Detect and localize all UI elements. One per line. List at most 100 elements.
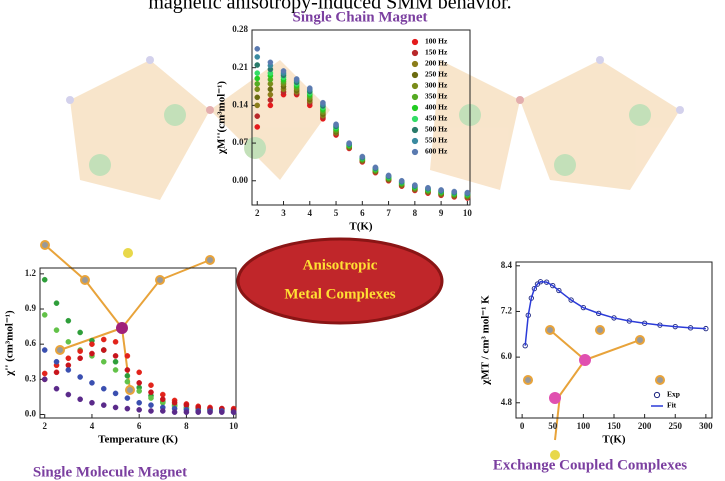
data-point [125,373,130,378]
x-tick-label: 6 [137,421,142,431]
y-tick-label: 0.6 [25,338,37,348]
x-tick-label: 2 [42,421,47,431]
y-tick-label: 4.8 [501,397,513,407]
data-point [42,347,47,352]
data-point [54,301,59,306]
data-point [125,353,130,358]
data-point [255,124,260,129]
data-point [125,406,130,411]
data-point [281,68,286,73]
data-point [113,367,118,372]
data-point [465,190,470,195]
y-tick-label: 0.28 [232,24,248,34]
legend-swatch [412,105,417,110]
legend-swatch [412,149,417,154]
y-tick-label: 0.00 [232,175,248,185]
data-point [137,380,142,385]
legend-swatch [412,116,417,121]
data-point [231,410,236,415]
y-axis-label: χMT / cm³ mol⁻¹ K [480,295,492,386]
data-point [89,400,94,405]
legend-swatch [412,94,417,99]
x-tick-label: 5 [334,208,339,218]
fit-line [525,282,706,346]
legend-swatch [412,72,417,77]
badge-line: Metal Complexes [284,286,395,302]
data-point [148,390,153,395]
y-tick-label: 8.4 [501,260,513,270]
data-point [196,410,201,415]
legend-label: 400 Hz [425,103,448,112]
legend-label: 200 Hz [425,59,448,68]
data-point [89,351,94,356]
x-tick-label: 9 [439,208,444,218]
plot-frame [516,262,712,418]
data-point [113,353,118,358]
y-tick-label: 7.2 [501,306,513,316]
data-point [148,383,153,388]
legend-label: 150 Hz [425,48,448,57]
data-point [268,92,273,97]
x-tick-label: 150 [607,421,621,431]
data-point [148,403,153,408]
data-point [137,400,142,405]
data-point [268,87,273,92]
data-point [42,371,47,376]
x-tick-label: 8 [184,421,189,431]
data-point [219,410,224,415]
y-tick-label: 0.0 [25,409,37,419]
data-point [360,154,365,159]
y-tick-label: 0.21 [232,62,248,72]
legend-label: 600 Hz [425,147,448,156]
legend-swatch [654,392,659,397]
data-point [78,356,83,361]
y-axis-label: χ'' (cm³mol⁻¹) [4,310,16,377]
data-point [66,356,71,361]
y-axis-label: χM''(cm³mol⁻¹) [216,81,228,155]
data-point [113,391,118,396]
data-point [125,379,130,384]
legend-label: 350 Hz [425,92,448,101]
data-point [255,54,260,59]
badge-line: Anisotropic [303,257,378,273]
data-point [42,312,47,317]
legend-label: 100 Hz [425,37,448,46]
data-point [101,347,106,352]
x-tick-label: 4 [308,208,313,218]
x-tick-label: 10 [463,208,473,218]
data-point [255,103,260,108]
data-point [439,187,444,192]
data-point [425,185,430,190]
data-point [137,370,142,375]
data-point [137,407,142,412]
legend-label: 450 Hz [425,114,448,123]
legend-swatch [412,127,417,132]
data-point [373,165,378,170]
data-point [268,97,273,102]
x-tick-label: 7 [386,208,391,218]
y-tick-label: 0.14 [232,99,248,109]
data-point [160,397,165,402]
data-point [255,114,260,119]
chart-title: Single Chain Magnet [292,9,427,25]
data-point [148,408,153,413]
legend-swatch [412,83,417,88]
data-point [255,95,260,100]
x-tick-label: 50 [548,421,558,431]
data-point [54,370,59,375]
data-point [255,81,260,86]
data-point [89,380,94,385]
data-point [255,76,260,81]
x-tick-label: 4 [90,421,95,431]
x-tick-label: 300 [699,421,713,431]
data-point [113,359,118,364]
data-point [320,100,325,105]
data-point [268,103,273,108]
data-point [78,374,83,379]
data-point [268,60,273,65]
data-point [78,330,83,335]
data-point [255,70,260,75]
chain-structure [66,56,684,200]
data-point [255,46,260,51]
data-point [66,363,71,368]
